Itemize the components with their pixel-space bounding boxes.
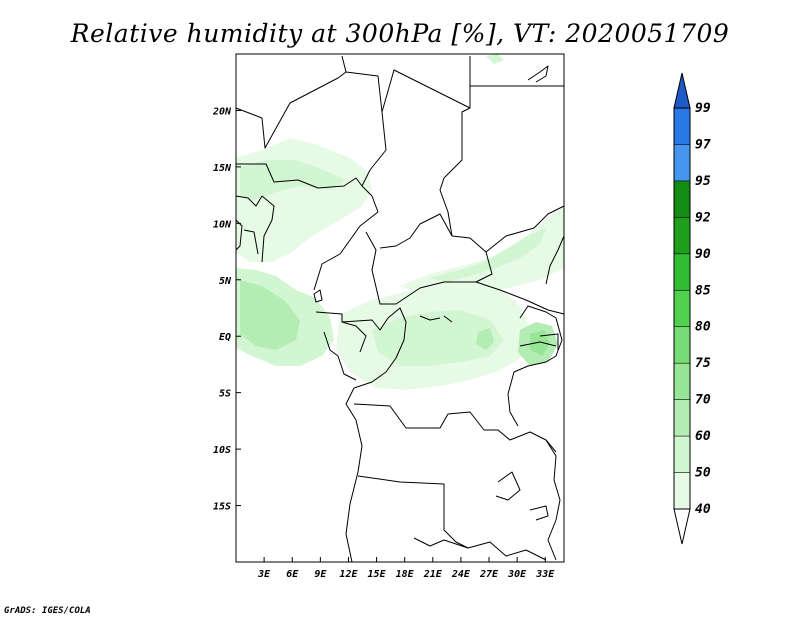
shading-region-spot xyxy=(476,328,494,350)
shading-region-guinea-inner xyxy=(240,280,300,350)
latitude-ticks: 20N 15N 10N 5N EQ 5S 10S 15S xyxy=(212,106,241,513)
shading-region-lakes-inner xyxy=(530,330,550,356)
colorbar-segment xyxy=(673,508,691,545)
lon-tick-label: 24E xyxy=(451,569,471,580)
colorbar-segment xyxy=(674,108,690,145)
colorbar-segment xyxy=(674,436,690,473)
colorbar-label: 75 xyxy=(695,356,711,371)
lon-tick-label: 15E xyxy=(368,569,387,580)
colorbar-label: 70 xyxy=(695,393,711,408)
map-frame xyxy=(235,53,565,563)
longitude-ticks: 3E 6E 9E 12E 15E 18E 21E 24E 27E 30E 33E xyxy=(257,557,555,580)
lon-tick-label: 3E xyxy=(257,569,271,580)
colorbar-label: 90 xyxy=(695,247,711,262)
lat-tick-label: 10S xyxy=(213,445,231,456)
lon-tick-label: 18E xyxy=(396,569,415,580)
colorbar-label: 99 xyxy=(695,101,711,116)
lat-tick-label: 15S xyxy=(213,502,231,513)
shading-region-northeast xyxy=(400,206,564,294)
colorbar-segment xyxy=(673,72,691,109)
colorbar-label: 80 xyxy=(695,320,711,335)
lat-tick-label: 5S xyxy=(219,389,231,400)
lon-tick-label: 6E xyxy=(286,569,299,580)
lat-tick-label: 15N xyxy=(213,163,232,174)
colorbar-segment xyxy=(674,253,690,291)
colorbar-segment xyxy=(674,472,690,509)
colorbar-label: 95 xyxy=(695,174,711,189)
colorbar-segment xyxy=(674,363,690,400)
lon-tick-label: 30E xyxy=(507,569,527,580)
humidity-shading xyxy=(236,54,564,390)
lon-tick-label: 21E xyxy=(423,569,443,580)
lat-tick-label: 5N xyxy=(219,276,232,287)
colorbar-label: 60 xyxy=(695,429,711,444)
shading-region-congo-inner xyxy=(372,310,504,366)
lat-tick-label: EQ xyxy=(219,332,231,343)
lon-tick-label: 12E xyxy=(339,569,358,580)
lon-tick-label: 33E xyxy=(535,569,555,580)
colorbar-label: 40 xyxy=(695,502,711,517)
lon-tick-label: 27E xyxy=(479,569,499,580)
colorbar: 40 50 60 70 75 80 85 90 92 95 97 99 xyxy=(673,72,711,545)
colorbar-segment xyxy=(674,217,690,254)
lon-tick-label: 9E xyxy=(314,569,327,580)
colorbar-label: 92 xyxy=(695,210,711,225)
colorbar-segment xyxy=(674,326,690,364)
colorbar-segment xyxy=(674,290,690,327)
shading-region-northeast-inner xyxy=(430,228,546,282)
shading-region-north-spot xyxy=(486,54,504,64)
colorbar-label: 97 xyxy=(695,137,711,152)
grads-credit: GrADS: IGES/COLA xyxy=(4,606,91,616)
colorbar-label: 50 xyxy=(695,466,711,481)
lat-tick-label: 20N xyxy=(212,106,232,117)
colorbar-segment xyxy=(674,180,690,218)
colorbar-segment xyxy=(674,399,690,437)
colorbar-label: 85 xyxy=(695,283,711,298)
lat-tick-label: 10N xyxy=(213,219,232,230)
map-title: Relative humidity at 300hPa [%], VT: 202… xyxy=(70,19,730,48)
colorbar-segment xyxy=(674,144,690,181)
